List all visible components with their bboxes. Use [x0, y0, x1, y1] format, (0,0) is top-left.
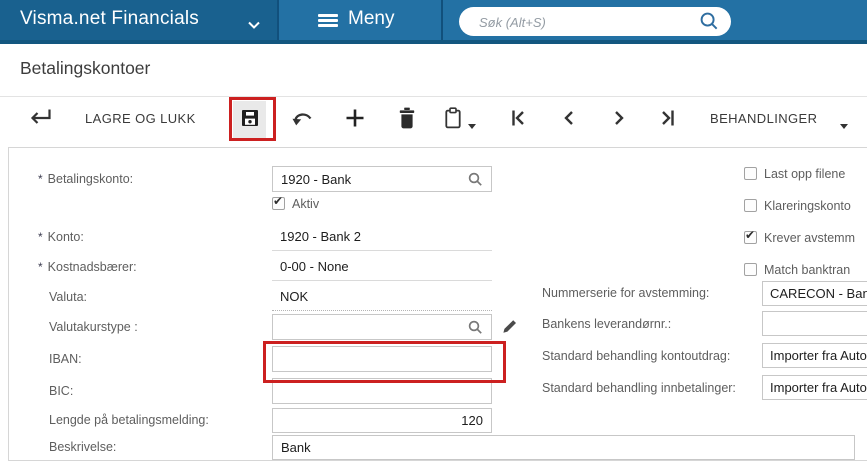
add-button[interactable] — [340, 104, 370, 132]
search-input[interactable] — [477, 8, 691, 36]
previous-record-button[interactable] — [554, 104, 584, 132]
konto-underline — [272, 250, 492, 251]
app-title: Visma.net Financials — [20, 8, 199, 29]
menu-label: Meny — [348, 8, 395, 29]
delete-button[interactable] — [392, 104, 422, 132]
krever-avstemming-label: Krever avstemm — [764, 231, 855, 245]
behandlinger-caret-icon[interactable] — [840, 116, 848, 134]
kostnadsbaerer-underline — [272, 280, 492, 281]
valutakurstype-search-icon[interactable] — [468, 320, 483, 340]
undo-button[interactable] — [288, 104, 318, 132]
bic-input[interactable] — [272, 378, 492, 404]
back-button[interactable] — [25, 104, 55, 132]
konto-value: 1920 - Bank 2 — [280, 229, 361, 244]
valuta-underline — [272, 310, 492, 311]
kontoutdrag-label: Standard behandling kontoutdrag: — [542, 349, 731, 363]
valutakurstype-edit-pencil-icon[interactable] — [501, 319, 517, 340]
kostnadsbaerer-label: * Kostnadsbærer: — [38, 260, 137, 274]
save-icon — [241, 109, 259, 132]
aktiv-checkbox[interactable]: ✔ — [272, 194, 285, 210]
clipboard-caret-icon[interactable] — [468, 116, 476, 134]
next-record-button[interactable] — [604, 104, 634, 132]
lengde-label: Lengde på betalingsmelding: — [49, 413, 209, 427]
krever-avstemming-checkbox[interactable]: ✔ — [744, 228, 757, 244]
header-divider-2 — [441, 0, 443, 40]
konto-label: * Konto: — [38, 230, 84, 244]
menu-button[interactable]: Meny — [277, 0, 441, 40]
top-bar: Visma.net Financials Meny — [0, 0, 867, 44]
save-button[interactable] — [233, 101, 266, 140]
last-opp-filene-checkbox[interactable] — [744, 167, 757, 180]
top-bar-bottom-strip — [0, 40, 867, 44]
header-divider — [277, 0, 279, 40]
page-title: Betalingskontoer — [20, 58, 151, 78]
last-opp-filene-label: Last opp filene — [764, 167, 846, 181]
valutakurstype-input[interactable] — [272, 314, 492, 340]
behandlinger-menu[interactable]: BEHANDLINGER — [710, 111, 818, 126]
match-banktransaksjoner-label: Match banktran — [764, 263, 851, 277]
kostnadsbaerer-value: 0-00 - None — [280, 259, 349, 274]
global-search — [459, 7, 731, 36]
valutakurstype-label: Valutakurstype : — [49, 320, 138, 334]
match-banktransaksjoner-checkbox[interactable] — [744, 263, 757, 276]
title-divider — [0, 96, 867, 97]
valuta-value: NOK — [280, 289, 309, 304]
beskrivelse-label: Beskrivelse: — [49, 440, 117, 454]
app-switcher[interactable]: Visma.net Financials — [0, 0, 277, 40]
nummerserie-label: Nummerserie for avstemming: — [542, 286, 710, 300]
iban-input[interactable] — [272, 346, 492, 372]
search-icon[interactable] — [699, 11, 720, 37]
betalingskonto-search-icon[interactable] — [468, 172, 483, 192]
betalingskonto-input[interactable] — [272, 166, 492, 192]
hamburger-icon — [318, 14, 338, 27]
nummerserie-input[interactable] — [762, 281, 867, 306]
save-and-close-button[interactable]: LAGRE OG LUKK — [85, 111, 196, 126]
iban-label: IBAN: — [49, 352, 82, 366]
lengde-input[interactable] — [272, 408, 492, 433]
chevron-down-icon — [248, 17, 260, 35]
valuta-label: Valuta: — [49, 290, 87, 304]
klareringskonto-label: Klareringskonto — [764, 199, 851, 213]
bankens-leverandornr-label: Bankens leverandørnr.: — [542, 317, 672, 331]
betalingskonto-label: * Betalingskonto: — [38, 172, 134, 186]
klareringskonto-checkbox[interactable] — [744, 199, 757, 212]
clipboard-button[interactable] — [438, 104, 468, 132]
bic-label: BIC: — [49, 384, 74, 398]
beskrivelse-input[interactable] — [272, 435, 855, 460]
innbetalinger-input[interactable] — [762, 375, 867, 400]
innbetalinger-label: Standard behandling innbetalinger: — [542, 381, 736, 395]
last-record-button[interactable] — [653, 104, 683, 132]
aktiv-label: Aktiv — [292, 197, 320, 211]
kontoutdrag-input[interactable] — [762, 343, 867, 368]
first-record-button[interactable] — [503, 104, 533, 132]
bankens-leverandornr-input[interactable] — [762, 311, 867, 336]
